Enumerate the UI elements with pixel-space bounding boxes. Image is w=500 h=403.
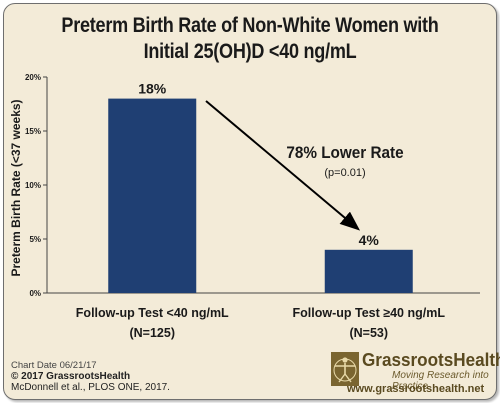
chart-date: Chart Date 06/21/17 bbox=[11, 360, 97, 371]
logo-tagline: Moving Research into Practice bbox=[392, 370, 489, 392]
chart-title-line-1: Preterm Birth Rate of Non-White Women wi… bbox=[61, 14, 439, 37]
copyright: © 2017 GrassrootsHealth bbox=[11, 371, 131, 382]
y-tick-label: 5% bbox=[29, 235, 41, 244]
annotation-subtext: (p=0.01) bbox=[324, 167, 365, 179]
trend-arrow bbox=[205, 100, 361, 231]
chart-frame bbox=[3, 3, 497, 400]
x-tick-label: Follow-up Test ≥40 ng/mL bbox=[293, 306, 446, 320]
x-tick-sublabel: (N=125) bbox=[129, 326, 175, 340]
citation: McDonnell et al., PLOS ONE, 2017. bbox=[11, 382, 170, 393]
x-tick-label: Follow-up Test <40 ng/mL bbox=[76, 306, 229, 320]
y-tick-label: 15% bbox=[25, 127, 41, 136]
data-label: 4% bbox=[359, 232, 380, 248]
x-tick-sublabel: (N=53) bbox=[349, 326, 388, 340]
logo-url: www.grassrootshealth.net bbox=[347, 383, 485, 395]
y-tick-label: 20% bbox=[25, 73, 41, 82]
chart-title-line-2: Initial 25(OH)D <40 ng/mL bbox=[143, 40, 357, 63]
y-axis-label: Preterm Birth Rate (<37 weeks) bbox=[9, 99, 23, 276]
bar bbox=[324, 249, 413, 293]
annotation-text: 78% Lower Rate bbox=[286, 143, 403, 162]
y-tick-label: 0% bbox=[29, 289, 41, 298]
logo-name: GrassrootsHealth bbox=[362, 350, 500, 370]
data-label: 18% bbox=[138, 81, 167, 97]
vitruvian-logo-icon bbox=[331, 352, 359, 386]
y-tick-label: 10% bbox=[25, 181, 41, 190]
bar bbox=[108, 98, 197, 293]
